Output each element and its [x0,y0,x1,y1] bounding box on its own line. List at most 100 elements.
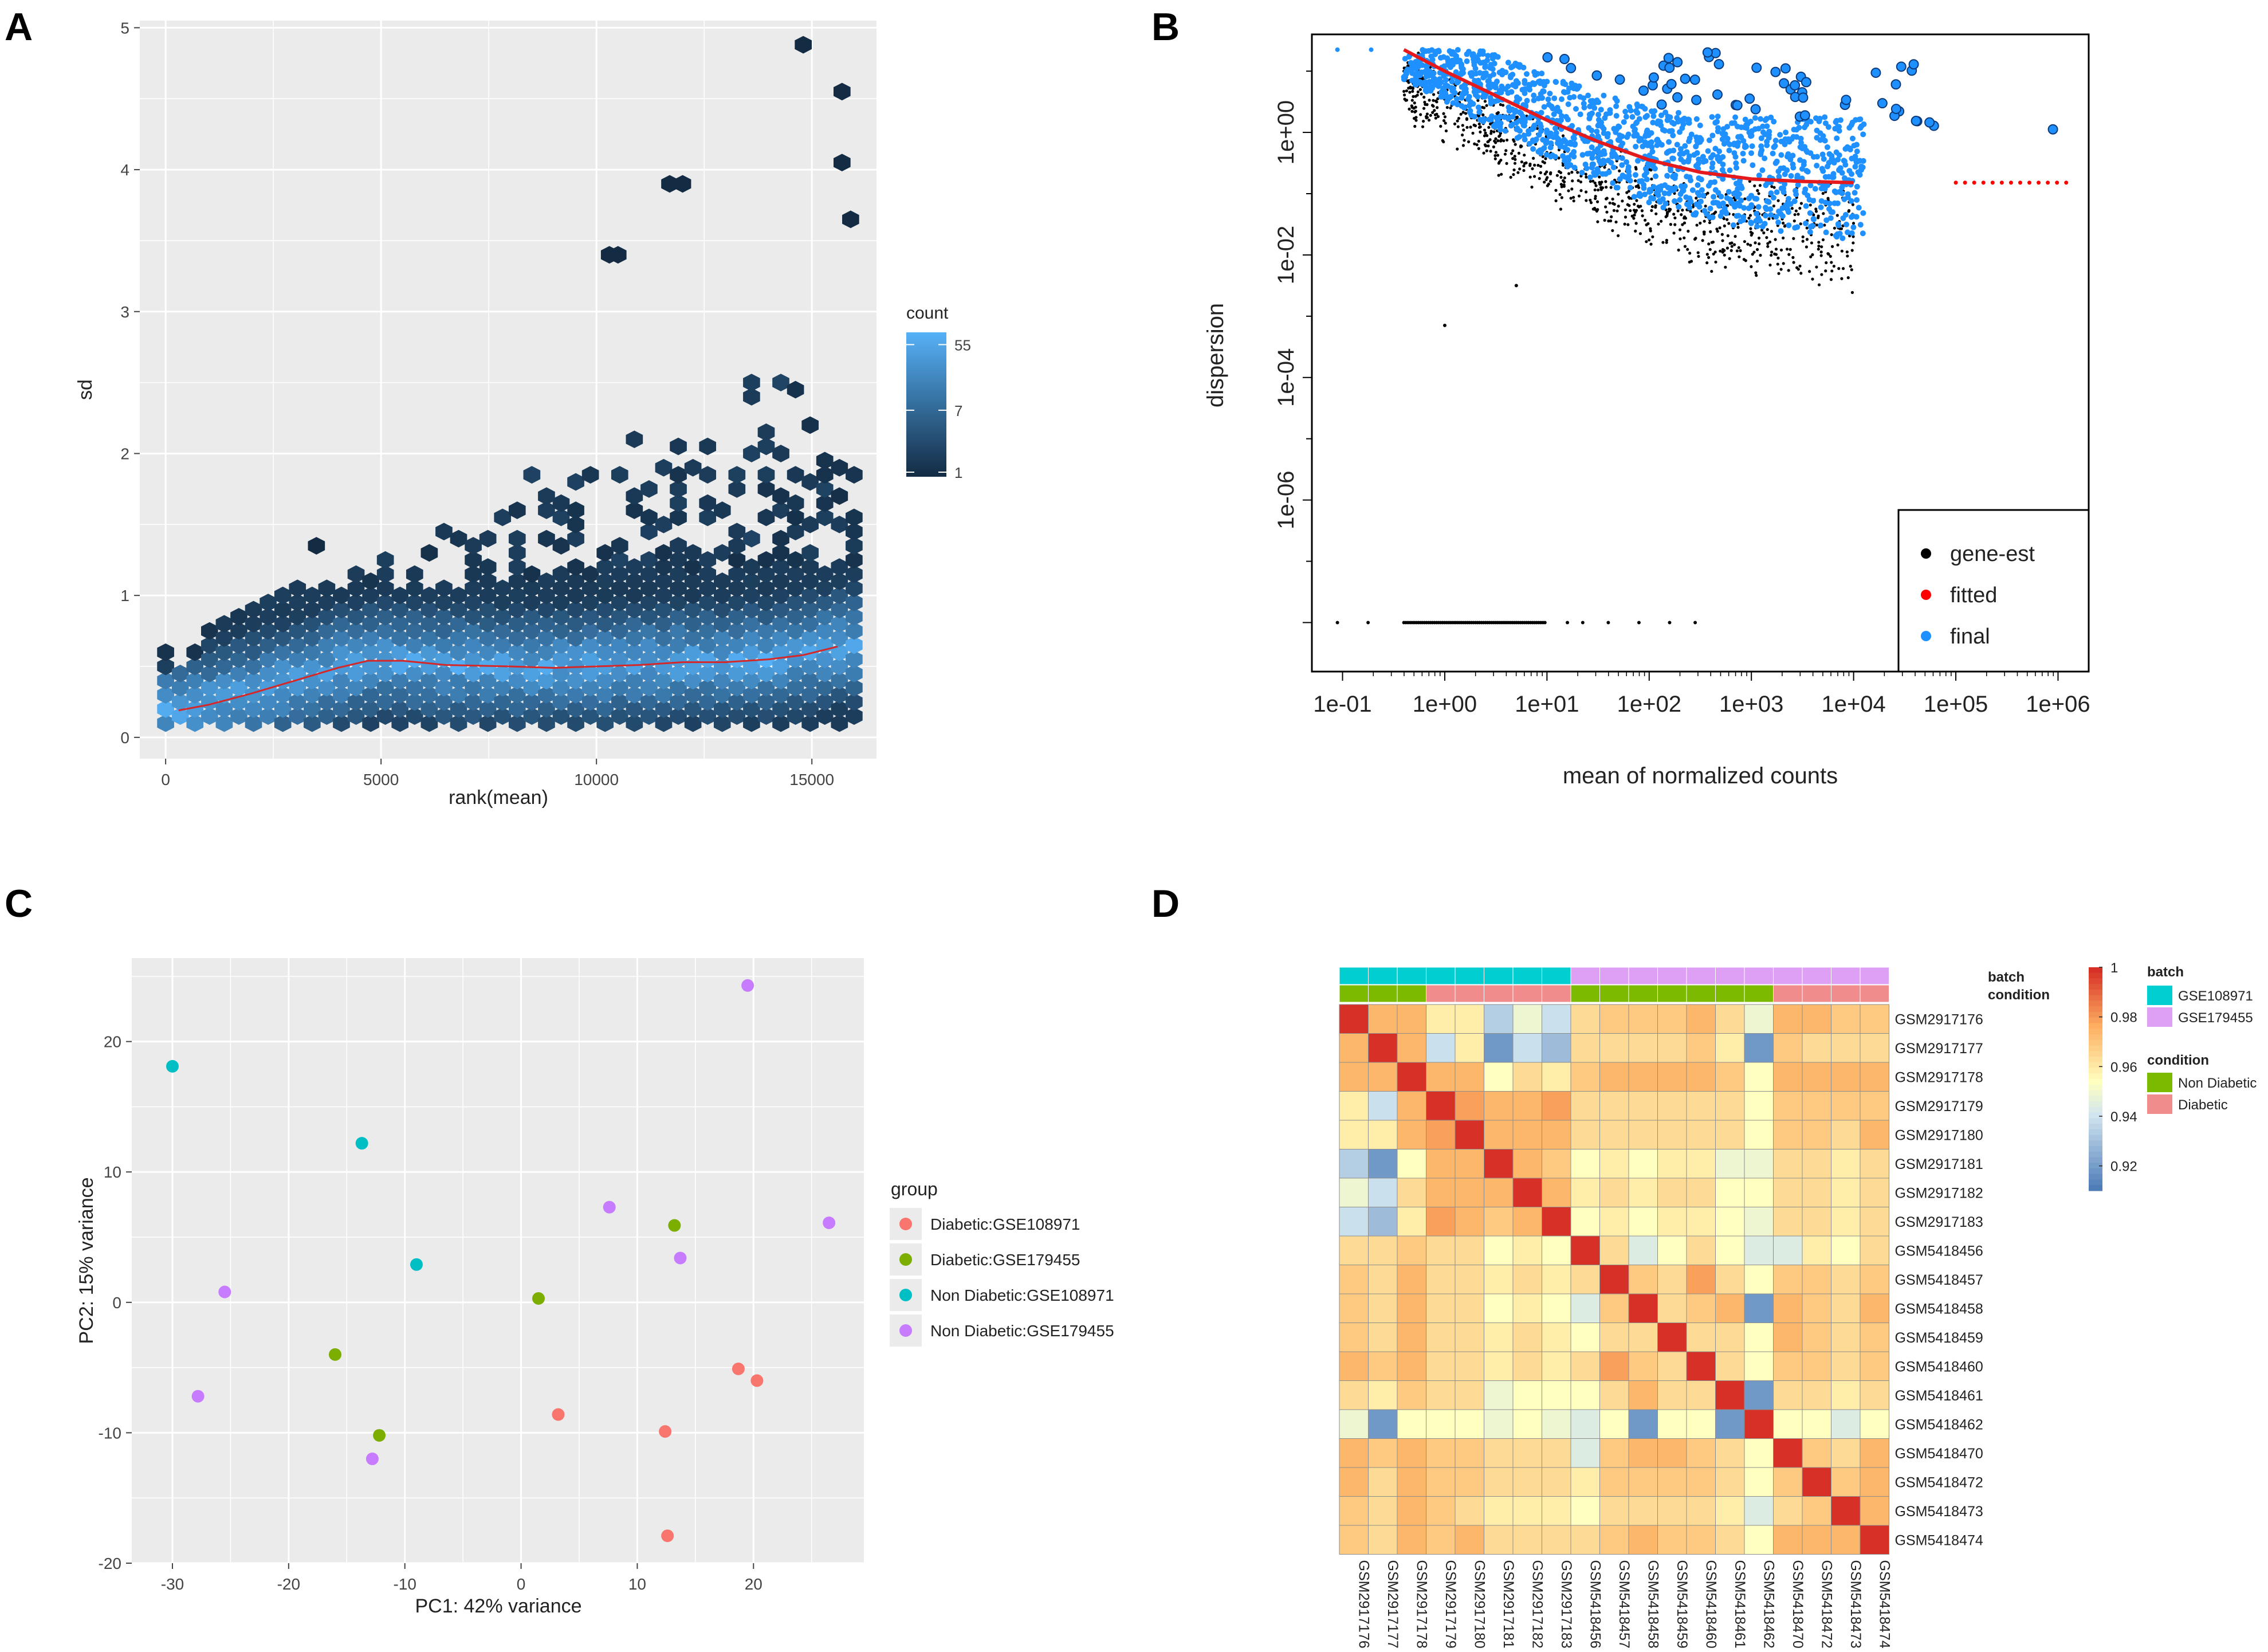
panel-a-hex-bin [757,466,775,484]
panel-b-point-gene-est [1641,214,1644,218]
panel-b-point-gene-est [1718,226,1721,230]
panel-b-point-final [1754,223,1760,230]
panel-b-point-final [1712,146,1719,152]
panel-b-point-final [1466,93,1472,100]
panel-b-point-gene-est [1791,256,1795,259]
panel-a-hex-bin [801,515,819,533]
panel-b-point-gene-est [1776,262,1779,266]
panel-d-heatmap-cell [1657,1091,1687,1121]
panel-d-heatmap-cell [1339,1091,1369,1121]
panel-b-point-gene-est [1829,254,1832,258]
panel-a-hex-bin [713,615,731,633]
panel-d-heatmap-cell [1542,1467,1571,1497]
panel-b-point-final [1648,139,1654,146]
panel-a-hex-bin [479,672,497,690]
panel-d-heatmap-cell [1628,1062,1658,1092]
panel-a-hex-bin [450,714,467,732]
panel-a-hex-bin [333,615,350,633]
panel-b-point-gene-est [1665,241,1668,244]
panel-a-hex-bin [479,601,497,619]
panel-a-hex-bin [655,686,673,704]
panel-b-point-final [1752,126,1758,132]
panel-b-point-gene-est [1825,261,1828,265]
panel-b-point-final [1805,193,1811,199]
panel-d-heatmap-cell [1744,1293,1774,1323]
panel-b-point-final [1554,108,1560,114]
panel-a-hex-bin [801,714,819,732]
panel-b-point-final [1471,89,1477,95]
panel-a-hex-bin [494,636,512,654]
panel-b-point-final [1684,174,1690,180]
panel-b-point-final [1598,107,1604,113]
panel-a-hex-bin [538,487,555,505]
panel-d-heatmap-cell [1802,1120,1831,1149]
panel-a-hex-bin [215,629,233,647]
panel-b-point-final [1573,106,1579,112]
panel-a-hex-bin [479,615,497,633]
panel-b-point-final [1622,174,1628,180]
panel-b-x-tick-label: 1e+06 [2026,692,2090,717]
panel-b-point-final [1763,182,1769,189]
panel-b-point-final [1420,47,1426,53]
panel-b-point-final [1662,109,1669,116]
panel-b-point-gene-est [1765,236,1768,240]
panel-b-point-gene-est [1555,174,1559,177]
panel-b-point-final [1527,115,1533,121]
panel-a-hex-bin [787,693,804,711]
panel-a-hex-bin [801,686,819,704]
panel-a-hex-bin [626,629,643,647]
panel-b-point-final [1565,89,1571,95]
panel-b-point-gene-est [1413,110,1417,113]
panel-a-hex-bin [640,551,658,569]
panel-d-heatmap-cell [1455,1467,1484,1497]
panel-d-heatmap-cell [1599,1496,1629,1526]
panel-b-point-final [1642,191,1648,198]
panel-d-heatmap-cell [1397,1467,1426,1497]
panel-a-hex-bin [494,650,512,668]
panel-a-hex-bin [772,672,789,690]
panel-a-hex-bin [318,678,336,697]
panel-b-point-final [1818,186,1825,192]
panel-b-x-axis-label: mean of normalized counts [1563,763,1838,788]
panel-b-point-gene-est [1469,125,1472,129]
panel-d-colorbar-segment [2089,1084,2102,1091]
panel-b-point-gene-est [1779,268,1783,271]
panel-b-point-final [1591,105,1598,111]
panel-d-heatmap-cell [1831,1033,1861,1063]
panel-d-heatmap-cell [1512,1178,1542,1207]
panel-d-heatmap-cell [1368,1438,1398,1468]
panel-b-point-final [1759,223,1766,230]
panel-b-point-gene-est [1589,198,1592,202]
panel-d-heatmap-cell [1628,1380,1658,1410]
panel-b-point-final [1797,144,1803,150]
panel-a-hex-bin [757,607,775,626]
panel-a-hex-bin [743,672,760,690]
panel-b-point-final [1531,138,1538,144]
panel-a-hex-bin [420,629,438,647]
panel-a-hex-bin [816,494,834,512]
panel-a-hex-bin [626,686,643,704]
panel-d-heatmap-cell [1802,1004,1831,1034]
panel-b-point-final [1844,221,1850,227]
panel-b-point-final [1849,230,1855,236]
panel-b-point-gene-est [1777,272,1780,275]
panel-a-hex-bin [846,508,863,527]
panel-a-hex-bin [713,544,731,562]
panel-d-heatmap-cell [1426,1091,1456,1121]
panel-b-point-final [1786,209,1792,215]
panel-d-legend-condition-label: Non Diabetic [2178,1076,2257,1091]
panel-b-point-final [1559,113,1565,119]
panel-b-point-gene-est [1650,205,1654,209]
panel-b-point-gene-est [1483,134,1487,138]
panel-b-point-final [1613,103,1620,109]
panel-b-point-final [1552,125,1559,131]
panel-b-point-gene-est [1624,208,1627,211]
panel-a-hex-bin [670,537,687,555]
panel-b-point-final [1701,207,1708,214]
panel-b-point-gene-est [1746,242,1750,246]
panel-b-point-final [1593,171,1599,178]
panel-a-hex-bin [670,707,687,725]
panel-b-point-final-outlier [1566,62,1577,73]
panel-a-hex-bin [391,629,409,647]
panel-d-legend-condition-swatch [2147,1073,2172,1092]
